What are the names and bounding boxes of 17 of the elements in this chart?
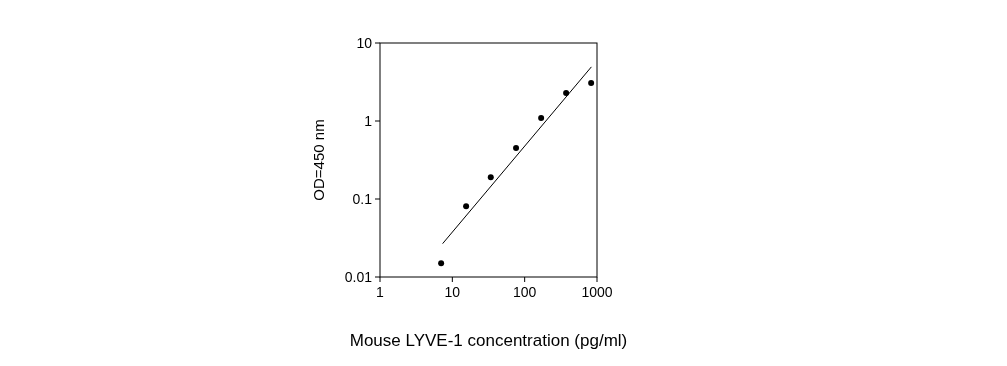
x-tick-label: 1000 [581,284,613,300]
y-axis-title: OD=450 nm [310,119,327,201]
y-tick-label: 10 [356,35,373,51]
x-tick-label: 100 [512,284,537,300]
y-tick-label: 0.01 [344,269,373,285]
x-tick-label: 10 [444,284,461,300]
x-tick-label: 1 [376,284,385,300]
point [438,260,445,267]
point [563,89,570,96]
point [487,174,494,181]
point [463,203,470,210]
x-axis-title: Mouse LYVE-1 concentration (pg/ml) [349,331,628,350]
point [538,115,545,122]
point [588,79,595,86]
y-tick-label: 1 [364,113,373,129]
y-tick-label: 0.1 [352,191,373,207]
point [513,145,520,152]
